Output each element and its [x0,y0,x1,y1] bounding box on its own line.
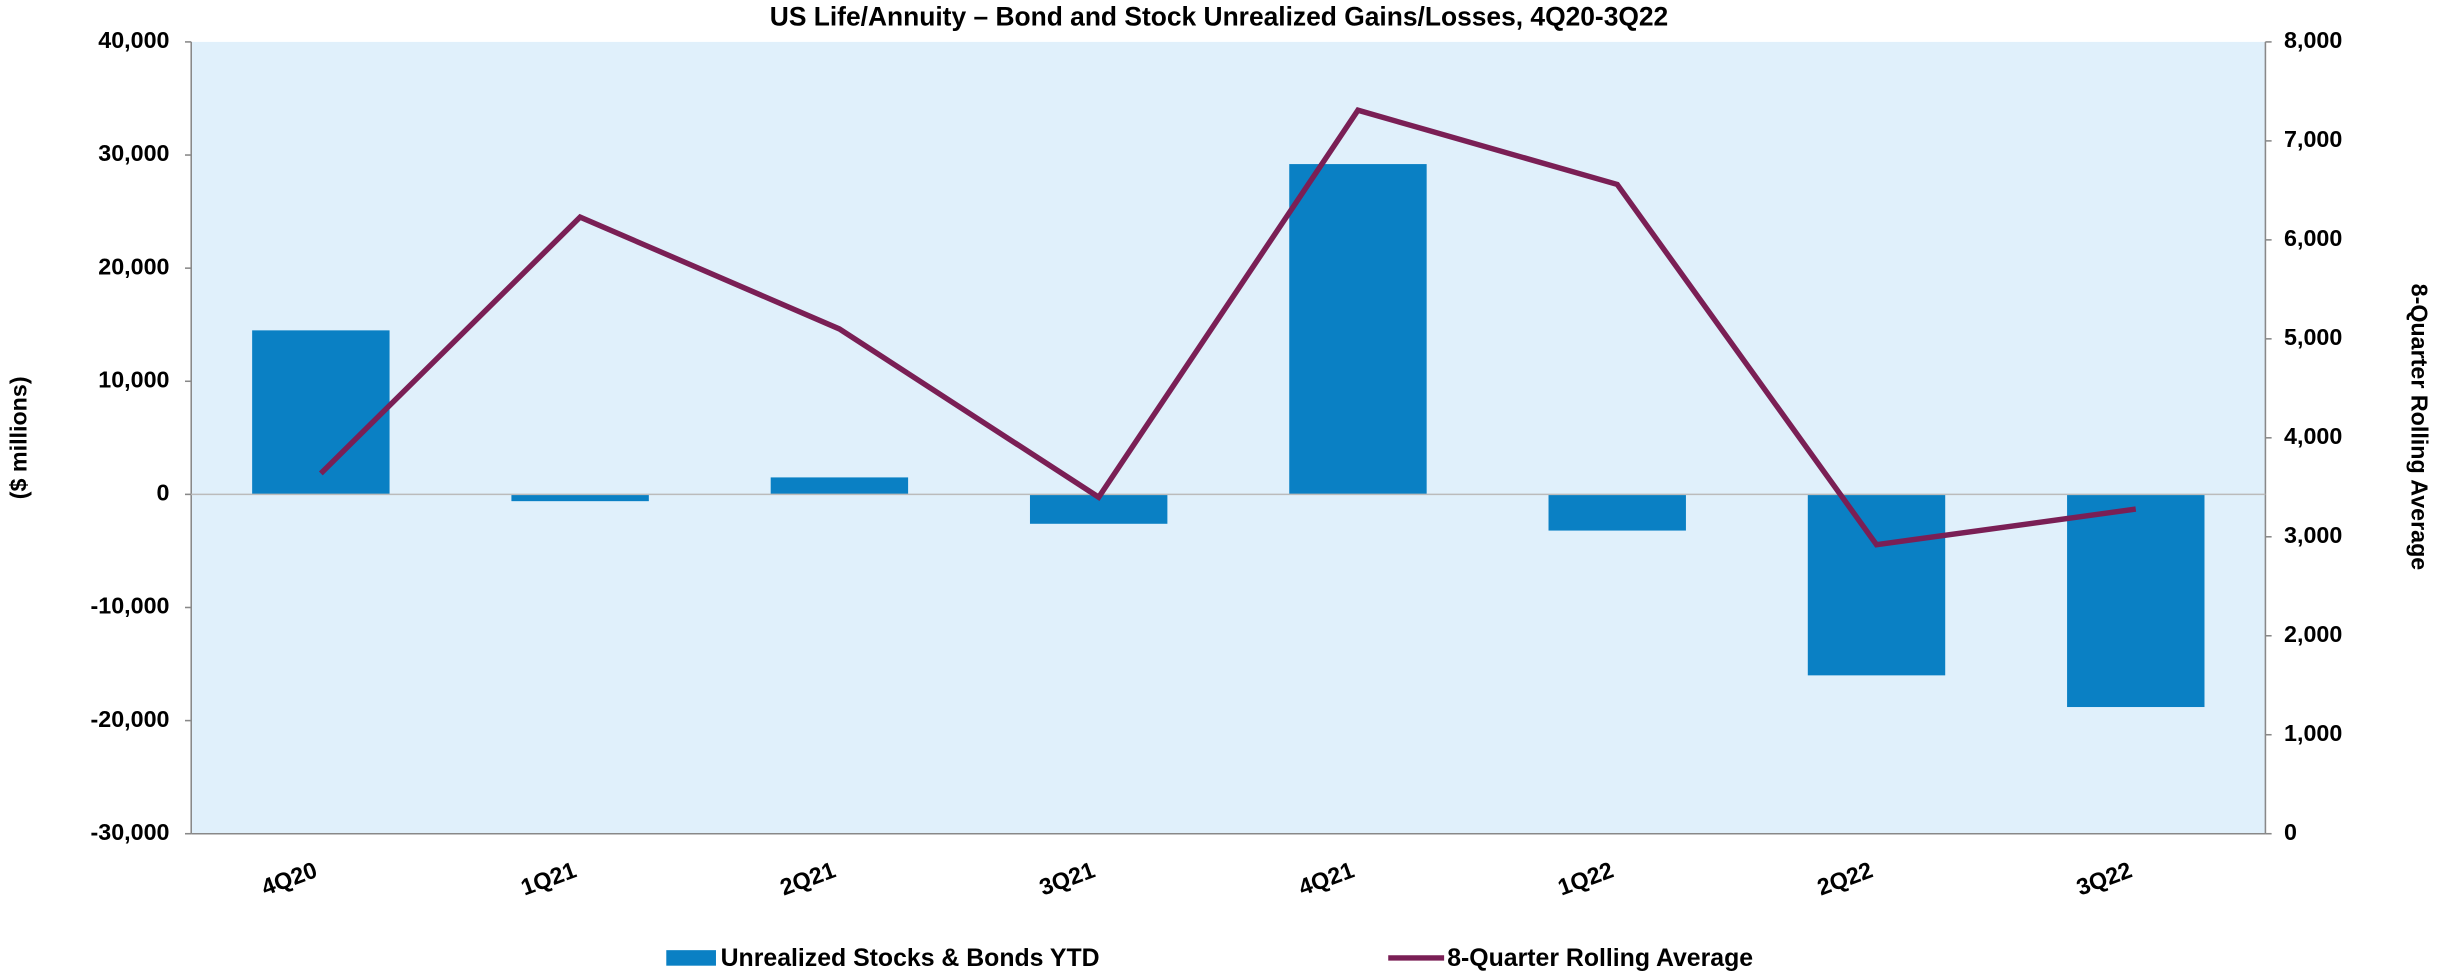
y-tick-label: -10,000 [91,593,170,619]
y-tick-label: -30,000 [91,819,170,845]
y2-axis-label: 8-Quarter Rolling Average [2406,284,2432,571]
x-tick-label: 1Q22 [1554,857,1616,901]
chart-title: US Life/Annuity – Bond and Stock Unreali… [770,2,1668,32]
x-tick-label: 3Q21 [1036,857,1098,901]
y-axis-label: ($ millions) [6,376,32,499]
y-tick-label: 40,000 [98,27,169,53]
x-tick-label: 3Q22 [2073,857,2135,901]
line [318,107,2137,548]
x-tick-label: 4Q21 [1295,857,1357,901]
y-tick-label: 10,000 [98,366,169,392]
bar [770,477,909,495]
y2-tick-label: 2,000 [2284,621,2342,647]
bar [252,330,390,495]
bar [1807,494,1946,676]
y2-tick-label: 1,000 [2284,720,2342,746]
legend-label: Unrealized Stocks & Bonds YTD [721,945,1100,972]
y-tick-label: 0 [157,480,170,506]
y-tick-label: -20,000 [91,706,170,732]
bar [1548,494,1686,531]
y2-tick-label: 6,000 [2284,225,2342,251]
x-tick-label: 1Q21 [517,857,579,901]
x-tick-label: 2Q21 [777,857,839,901]
plot-area [191,41,2266,834]
bar [1289,164,1427,495]
x-tick-label: 2Q22 [1814,857,1876,901]
y-tick-label: 20,000 [98,253,169,279]
y2-tick-label: 8,000 [2284,27,2342,53]
y2-tick-label: 5,000 [2284,324,2342,350]
bar [2067,494,2205,708]
y2-tick-label: 3,000 [2284,522,2342,548]
bar [511,494,649,502]
legend-label: 8-Quarter Rolling Average [1447,945,1753,972]
y-tick-label: 30,000 [98,140,169,166]
legend-swatch [666,950,716,966]
x-tick-label: 4Q20 [258,857,320,901]
y2-tick-label: 4,000 [2284,423,2342,449]
y2-tick-label: 0 [2284,819,2297,845]
y2-tick-label: 7,000 [2284,126,2342,152]
